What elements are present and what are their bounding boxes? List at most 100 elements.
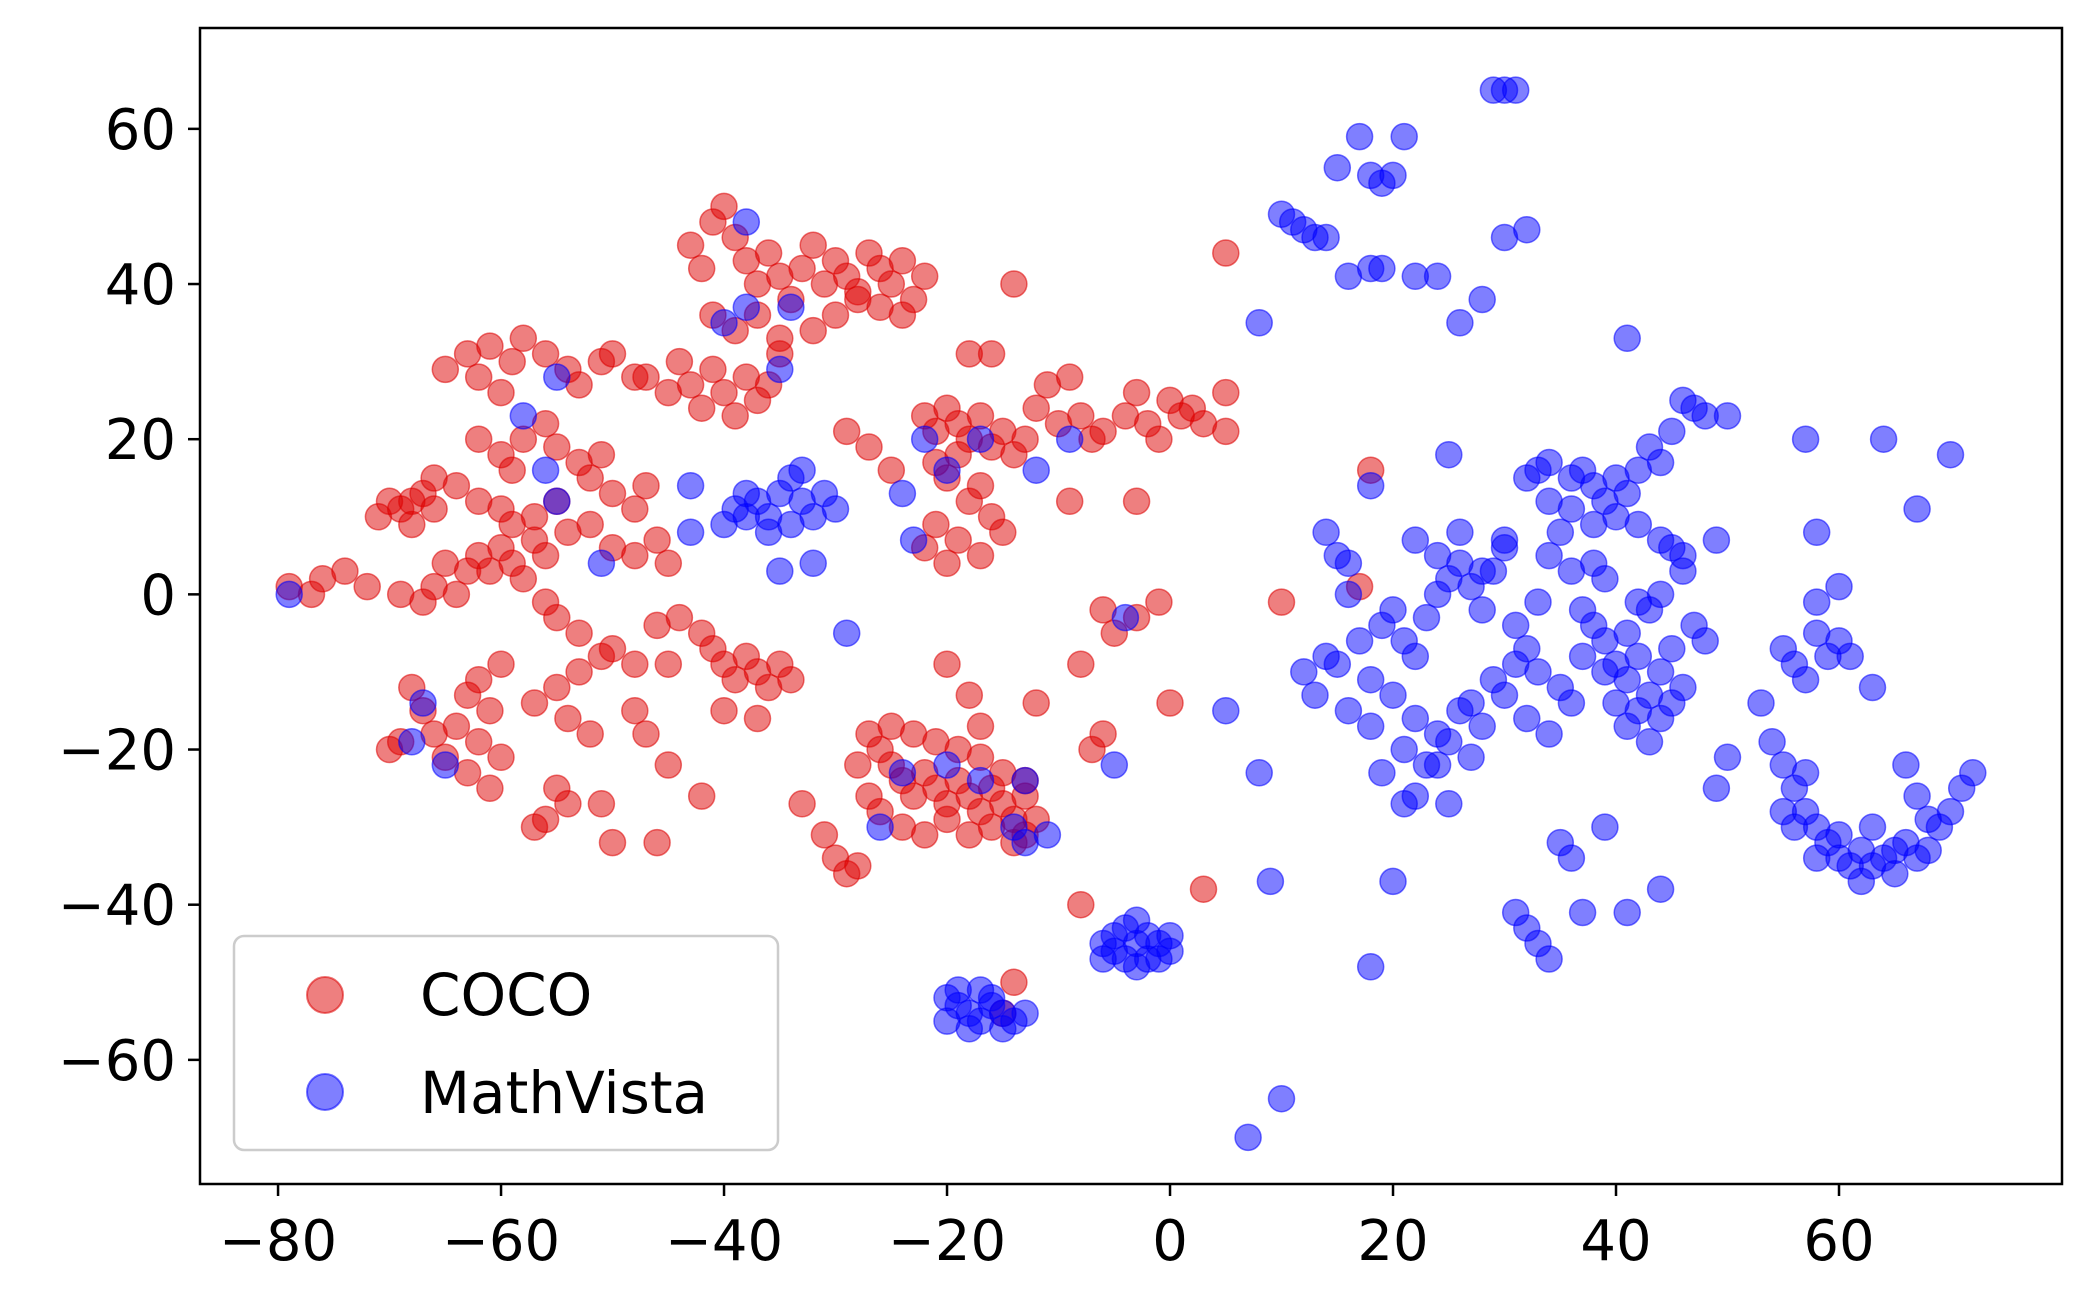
data-point [1936,440,1965,469]
data-point [1145,588,1173,616]
data-point [1256,867,1285,896]
data-point [1646,526,1675,554]
data-point [710,378,738,407]
data-point [554,704,582,733]
data-point [1379,681,1407,709]
data-point [520,689,549,717]
data-point [1111,603,1140,632]
data-point [977,340,1006,368]
data-point [1446,518,1474,547]
data-point [1591,565,1619,593]
data-point [799,549,827,578]
x-tick-label: −80 [219,1209,337,1274]
data-point [442,471,471,500]
data-point [1089,720,1117,748]
data-point [676,371,705,399]
data-point [1535,945,1563,973]
data-point [1055,487,1084,516]
data-point [1791,425,1820,453]
data-point [966,402,995,430]
data-point [398,510,426,539]
data-point [687,394,716,422]
legend: COCO MathVista [232,934,780,1152]
data-point [476,696,504,725]
data-point [1624,642,1653,671]
data-point [766,557,794,585]
data-point [1858,813,1887,841]
data-point [821,301,850,329]
data-point [487,743,515,772]
data-point [543,487,571,516]
data-point [1368,254,1396,283]
data-point [710,309,738,337]
data-point [1658,689,1686,717]
data-point [1234,1123,1262,1152]
data-point [788,456,816,484]
data-point [1635,728,1664,756]
data-point [888,247,917,275]
x-tick-label: −40 [665,1209,783,1274]
y-tick-label: 60 [105,98,176,163]
data-point [1646,448,1675,477]
data-point [598,479,627,508]
data-point [1356,665,1385,694]
data-point [632,720,660,748]
data-point [899,526,928,554]
data-point [1914,836,1942,865]
data-point [1067,650,1095,678]
data-point [799,231,827,259]
data-point [543,673,571,702]
data-point [1067,402,1095,430]
legend-marker-mathvista [306,1073,344,1111]
data-point [788,254,816,283]
data-point [1468,712,1496,741]
data-point [1245,759,1273,787]
data-point [1825,572,1853,601]
data-point [1334,696,1363,725]
data-point [621,696,649,725]
data-point [1535,448,1563,477]
data-point [598,828,627,857]
data-point [654,549,683,578]
data-point [1691,627,1719,655]
y-tick-label: 20 [105,408,176,473]
data-point [1435,728,1463,756]
data-point [576,720,604,748]
data-point [732,293,761,322]
data-point [621,495,649,523]
data-point [1401,642,1430,671]
data-point [1212,696,1240,725]
data-point [1959,759,1987,787]
data-point [933,456,961,484]
data-point [409,689,437,717]
data-point [531,340,560,368]
data-point [1702,526,1731,554]
data-point [844,751,872,779]
data-point [1535,720,1563,748]
data-point [1055,425,1084,453]
data-point [888,759,917,787]
data-point [955,681,984,709]
data-point [1546,518,1575,547]
data-point [464,728,493,756]
data-point [799,316,827,345]
data-point [375,487,404,516]
data-point [1535,487,1563,516]
data-point [420,495,448,523]
data-point [1903,782,1931,810]
data-point [821,495,850,523]
data-point [933,1007,961,1035]
data-point [1011,999,1039,1028]
data-point [1011,766,1039,795]
data-point [1457,689,1485,717]
data-point [1591,658,1619,686]
data-point [1624,588,1653,616]
data-point [1435,440,1463,469]
data-point [598,634,627,663]
data-point [710,192,738,221]
data-point [754,239,783,267]
data-point [910,262,939,291]
data-point [1501,76,1530,104]
data-point [1869,425,1898,453]
